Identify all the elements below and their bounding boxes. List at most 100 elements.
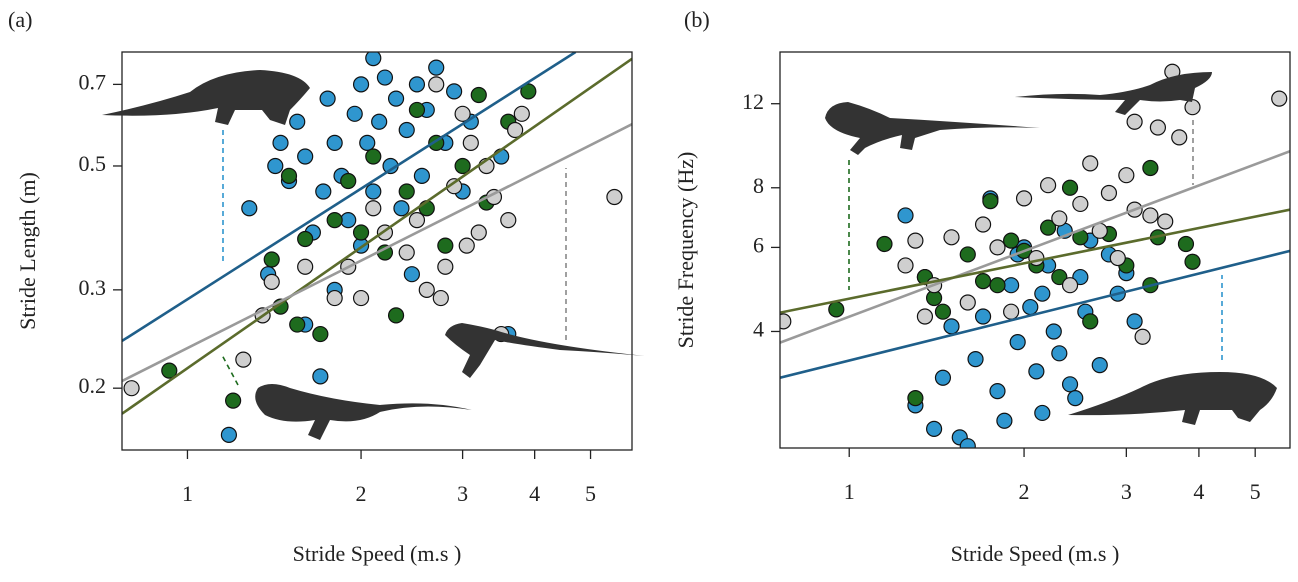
iguana-silhouette — [255, 384, 472, 440]
data-point — [1171, 129, 1188, 146]
data-point — [437, 237, 454, 254]
data-point — [123, 380, 140, 397]
data-point — [326, 211, 343, 229]
data-point — [446, 178, 463, 195]
fit-line — [780, 208, 1290, 314]
data-point — [352, 76, 370, 93]
data-point — [1134, 328, 1151, 345]
data-point — [458, 237, 475, 254]
data-point — [1034, 404, 1051, 422]
data-point — [319, 90, 336, 107]
data-point — [365, 183, 382, 200]
data-point — [241, 200, 258, 217]
data-point — [267, 157, 284, 175]
data-point — [1040, 219, 1057, 236]
data-point — [1051, 345, 1068, 362]
data-point — [398, 244, 415, 261]
data-point — [1142, 207, 1159, 224]
plot-frame — [121, 51, 633, 451]
x-tick-label: 1 — [182, 481, 193, 506]
data-point — [1082, 313, 1099, 330]
data-point — [437, 258, 454, 275]
data-point — [454, 157, 471, 175]
y-tick-label: 0.7 — [79, 69, 107, 94]
x-tick-label: 3 — [1121, 479, 1132, 504]
y-tick-label: 0.5 — [79, 151, 107, 176]
data-point — [408, 101, 426, 119]
data-point — [974, 216, 992, 233]
data-point — [312, 368, 329, 385]
data-point — [408, 211, 426, 229]
data-point — [371, 113, 388, 130]
data-point — [1177, 235, 1195, 253]
data-point — [359, 134, 376, 151]
data-point — [297, 230, 314, 248]
data-point — [1184, 99, 1201, 116]
fit-line — [780, 150, 1290, 344]
data-point — [989, 383, 1006, 400]
data-point — [398, 121, 415, 139]
iguana-silhouette — [102, 70, 310, 125]
data-point — [1045, 323, 1062, 340]
data-point — [876, 235, 893, 253]
y-tick-label: 0.3 — [79, 275, 107, 300]
data-point — [520, 83, 537, 100]
data-point — [365, 148, 382, 165]
data-point — [340, 172, 357, 190]
y-tick-label: 0.2 — [79, 373, 107, 398]
x-tick-label: 2 — [1019, 479, 1030, 504]
data-point — [1091, 357, 1108, 374]
data-point — [974, 273, 992, 290]
fit-line — [780, 249, 1290, 379]
data-point — [780, 313, 792, 330]
data-point — [263, 251, 280, 268]
data-point — [352, 289, 370, 307]
data-point — [263, 273, 280, 291]
data-point — [398, 183, 415, 200]
plot-area — [122, 52, 632, 443]
data-point — [989, 239, 1006, 256]
data-point — [989, 277, 1006, 294]
data-point — [996, 412, 1013, 429]
data-point — [470, 86, 487, 104]
data-point — [1118, 167, 1135, 184]
data-point — [352, 224, 370, 241]
x-tick-label: 5 — [1250, 479, 1261, 504]
data-point — [432, 289, 449, 307]
plot-area — [780, 63, 1290, 448]
data-point — [507, 121, 524, 139]
y-tick-label: 6 — [753, 232, 764, 257]
data-point — [289, 316, 306, 333]
data-point — [897, 257, 914, 274]
data-point — [1157, 213, 1174, 230]
data-point — [454, 105, 471, 122]
data-point — [967, 351, 984, 368]
iguana-silhouette — [825, 102, 1040, 155]
data-point — [1051, 268, 1068, 286]
data-point — [1271, 90, 1288, 107]
data-point — [413, 167, 431, 184]
data-point — [1028, 363, 1045, 380]
data-point — [907, 390, 924, 407]
data-point — [1028, 249, 1045, 267]
data-point — [280, 167, 298, 184]
data-point — [897, 207, 914, 224]
data-point — [500, 211, 517, 229]
data-point — [1100, 184, 1118, 202]
data-point — [943, 229, 960, 246]
data-point — [365, 52, 382, 67]
iguana-silhouette — [1068, 372, 1277, 425]
data-point — [1082, 155, 1099, 172]
y-axis-label: Stride Frequency (Hz) — [673, 152, 698, 349]
data-point — [387, 90, 405, 107]
data-point — [312, 325, 329, 343]
data-point — [326, 134, 343, 151]
data-point — [1149, 119, 1167, 136]
data-point — [1067, 390, 1084, 407]
arrow — [221, 354, 239, 386]
data-point — [365, 200, 382, 217]
data-point — [1003, 303, 1020, 320]
data-point — [1072, 195, 1089, 213]
data-point — [1003, 232, 1020, 249]
data-point — [828, 301, 845, 318]
